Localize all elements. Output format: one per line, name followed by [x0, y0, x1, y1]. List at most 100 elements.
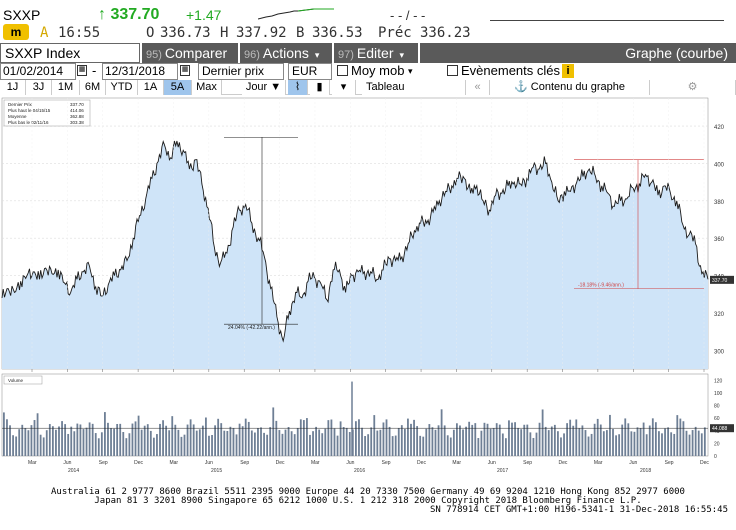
volume-bar	[180, 436, 183, 456]
period-button-1a[interactable]: 1A	[138, 80, 164, 95]
volume-bar	[688, 434, 691, 456]
collapse-icon[interactable]: «	[466, 80, 490, 95]
legend-label: Dernier Prix	[8, 102, 33, 107]
volume-bar	[113, 428, 115, 456]
calendar-icon[interactable]: ▦	[180, 65, 190, 76]
period-button-6m[interactable]: 6M	[80, 80, 106, 95]
compare-button[interactable]: 95) Comparer	[142, 43, 238, 63]
volume-bar	[134, 421, 137, 456]
volume-bar	[85, 427, 88, 456]
date-separator: -	[92, 63, 97, 78]
frequency-select[interactable]: Jour ▼	[242, 80, 286, 95]
end-date-field[interactable]: 12/31/2018	[102, 63, 178, 80]
volume-bar	[465, 426, 467, 456]
volume-bar	[235, 434, 238, 456]
events-checkbox[interactable]	[447, 65, 458, 76]
table-button[interactable]: Tableau	[362, 80, 466, 95]
volume-bar	[149, 430, 152, 456]
y-tick-label: 380	[714, 200, 725, 206]
period-button-1j[interactable]: 1J	[0, 80, 26, 95]
edit-button[interactable]: 97) Editer ▾	[334, 43, 418, 63]
trade-time: 16:55	[58, 25, 101, 41]
volume-bar	[578, 428, 581, 456]
start-date-field[interactable]: 01/02/2014	[0, 63, 76, 80]
volume-bar	[535, 432, 538, 456]
volume-bar	[168, 430, 171, 456]
volume-bar	[263, 432, 265, 456]
volume-bar	[440, 409, 443, 456]
moving-average-dropdown-icon[interactable]: ▾	[408, 66, 413, 76]
volume-bar	[171, 416, 174, 456]
volume-bar	[76, 423, 79, 456]
period-button-3j[interactable]: 3J	[26, 80, 52, 95]
period-button-ytd[interactable]: YTD	[106, 80, 138, 95]
volume-bar	[697, 430, 700, 456]
currency-select[interactable]: EUR	[288, 63, 332, 80]
chart-type-bar-icon[interactable]: ▮	[310, 80, 330, 95]
volume-bar	[563, 433, 565, 456]
volume-bar	[572, 425, 575, 456]
chart-type-dropdown-icon[interactable]: ▾	[332, 80, 356, 95]
period-button-1m[interactable]: 1M	[52, 80, 80, 95]
market-status-icon[interactable]: m	[3, 24, 29, 40]
info-icon[interactable]: i	[562, 64, 574, 78]
edit-label: Editer	[356, 45, 394, 61]
chart-type-line-icon[interactable]: ⌇	[288, 80, 308, 95]
security-field[interactable]: SXXP Index	[0, 43, 140, 63]
volume-bar	[394, 435, 397, 456]
volume-bar	[407, 418, 409, 456]
volume-bar	[15, 436, 18, 456]
x-month-label: Dec	[700, 460, 709, 466]
volume-bar	[290, 431, 293, 456]
volume-bar	[498, 424, 501, 456]
period-button-max[interactable]: Max	[192, 80, 222, 95]
annotation-drop-1: 24.04% (-42.22/ann.)	[228, 325, 275, 331]
x-month-label: Mar	[594, 460, 603, 466]
volume-bar	[391, 436, 394, 456]
price-change: +1.47	[186, 7, 222, 23]
volume-bar	[431, 427, 434, 456]
period-button-5a[interactable]: 5A	[164, 80, 192, 95]
volume-bar	[508, 420, 510, 456]
volume-bar	[434, 429, 437, 456]
volume-bar	[358, 419, 360, 456]
actions-button[interactable]: 96) Actions ▾	[240, 43, 332, 63]
volume-bar	[192, 424, 195, 456]
volume-bar	[244, 418, 247, 456]
volume-bar	[220, 423, 223, 456]
legend-value: 362.88	[70, 114, 84, 119]
volume-bar	[410, 423, 412, 456]
volume-bar	[64, 424, 67, 456]
volume-bar	[217, 418, 220, 456]
volume-bar	[146, 424, 149, 456]
volume-bar	[492, 428, 495, 456]
legend-box	[3, 99, 91, 127]
x-month-label: Dec	[276, 460, 285, 466]
moving-average-label: Moy mob	[351, 63, 405, 78]
chart-content-button[interactable]: ⚓ Contenu du graphe	[490, 80, 650, 95]
volume-bar	[91, 423, 94, 456]
volume-bar	[514, 422, 516, 456]
volume-bar	[211, 434, 213, 456]
volume-bar	[364, 436, 366, 456]
volume-bar	[624, 418, 627, 456]
volume-bar	[419, 435, 422, 456]
field-select[interactable]: Dernier prix	[198, 63, 284, 80]
volume-bar	[416, 426, 419, 456]
volume-bar	[520, 429, 523, 456]
volume-bar	[593, 423, 596, 456]
volume-bar	[557, 431, 559, 456]
settings-gear-icon[interactable]: ⚙	[650, 80, 736, 95]
price-chart[interactable]: 30032034036038040042024.04% (-42.22/ann.…	[0, 96, 736, 482]
volume-bar	[446, 435, 449, 456]
ticker-label: SXXP	[3, 7, 41, 23]
moving-average-checkbox[interactable]	[337, 65, 348, 76]
calendar-icon[interactable]: ▦	[77, 65, 87, 76]
volume-bar	[547, 430, 550, 456]
volume-bar	[9, 425, 11, 456]
x-month-label: Mar	[311, 460, 320, 466]
volume-bar	[612, 428, 614, 456]
volume-bar	[351, 429, 354, 456]
volume-legend-label: Volume	[8, 378, 24, 383]
chart-legend: Dernier Prix 337.70 Plus haut le 04/15/15 4…	[3, 99, 91, 127]
